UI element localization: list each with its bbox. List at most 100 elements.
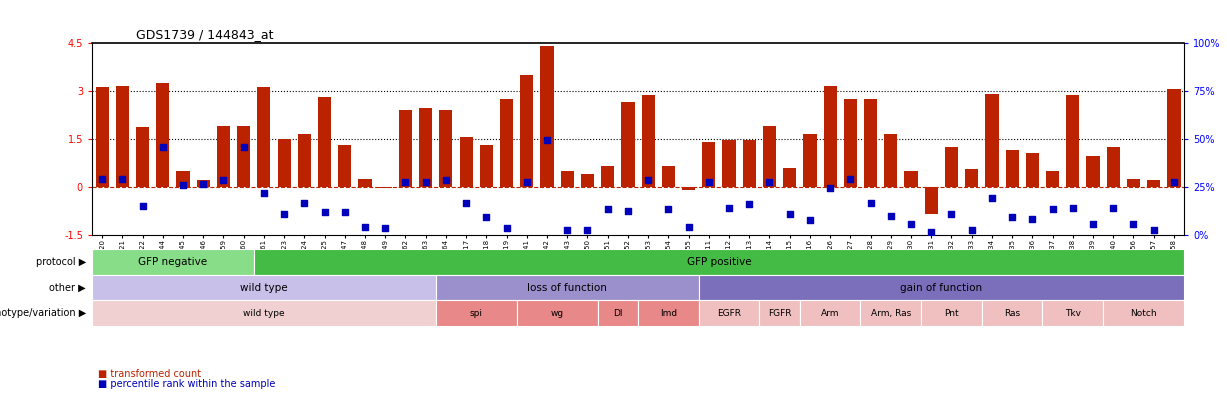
Bar xyxy=(92,275,436,301)
Bar xyxy=(358,179,372,187)
Point xyxy=(760,179,779,185)
Bar xyxy=(925,187,937,214)
Point xyxy=(497,225,517,232)
Point xyxy=(335,209,355,216)
Bar xyxy=(966,169,978,187)
Bar xyxy=(1006,150,1018,187)
Bar xyxy=(115,86,129,187)
Point xyxy=(740,201,760,208)
Point xyxy=(861,200,881,206)
Text: Arm: Arm xyxy=(821,309,839,318)
Bar xyxy=(136,128,150,187)
Point xyxy=(618,208,638,214)
Point xyxy=(941,211,961,217)
Text: Dl: Dl xyxy=(614,309,622,318)
Text: GFP negative: GFP negative xyxy=(139,257,207,267)
Bar xyxy=(945,147,958,187)
Point xyxy=(537,137,557,143)
Bar xyxy=(520,75,534,187)
Point xyxy=(315,209,335,216)
Text: protocol ▶: protocol ▶ xyxy=(36,257,86,267)
Point xyxy=(355,224,374,230)
Bar xyxy=(540,46,553,187)
Bar xyxy=(1126,179,1140,187)
Bar xyxy=(436,301,517,326)
Point xyxy=(821,185,840,192)
Bar xyxy=(318,97,331,187)
Bar xyxy=(985,94,999,187)
Point xyxy=(456,200,476,206)
Text: GDS1739 / 144843_at: GDS1739 / 144843_at xyxy=(136,28,274,41)
Bar xyxy=(298,134,310,187)
Bar xyxy=(254,249,1184,275)
Point xyxy=(578,227,598,233)
Text: Pnt: Pnt xyxy=(945,309,958,318)
Bar xyxy=(1167,89,1180,187)
Bar xyxy=(661,166,675,187)
Text: ■ percentile rank within the sample: ■ percentile rank within the sample xyxy=(98,379,276,389)
Point xyxy=(153,143,173,150)
Point xyxy=(113,175,133,182)
Bar xyxy=(783,168,796,187)
Bar xyxy=(702,142,715,187)
Point xyxy=(780,211,800,217)
Point xyxy=(1043,206,1063,213)
Bar xyxy=(860,301,921,326)
Bar xyxy=(904,171,918,187)
Point xyxy=(92,175,112,182)
Bar xyxy=(760,301,800,326)
Bar xyxy=(460,137,472,187)
Point xyxy=(194,180,213,187)
Point xyxy=(800,217,820,224)
Bar xyxy=(1043,301,1103,326)
Text: loss of function: loss of function xyxy=(528,283,607,292)
Point xyxy=(1063,205,1082,211)
Text: Imd: Imd xyxy=(660,309,677,318)
Bar xyxy=(501,99,513,187)
Point xyxy=(294,200,314,206)
Text: Arm, Ras: Arm, Ras xyxy=(871,309,910,318)
Bar xyxy=(742,140,756,187)
Point xyxy=(375,225,395,232)
Point xyxy=(133,203,152,209)
Point xyxy=(1103,205,1123,211)
Bar xyxy=(156,83,169,187)
Text: EGFR: EGFR xyxy=(717,309,741,318)
Text: Tkv: Tkv xyxy=(1065,309,1081,318)
Text: wild type: wild type xyxy=(243,309,285,318)
Text: wild type: wild type xyxy=(240,283,287,292)
Bar xyxy=(844,99,856,187)
Point xyxy=(1022,215,1042,222)
Text: spi: spi xyxy=(470,309,482,318)
Point xyxy=(395,179,415,185)
Bar xyxy=(982,301,1043,326)
Bar xyxy=(1107,147,1120,187)
Bar xyxy=(1103,301,1184,326)
Point xyxy=(699,179,719,185)
Text: FGFR: FGFR xyxy=(768,309,791,318)
Bar xyxy=(96,87,109,187)
Point xyxy=(1002,214,1022,220)
Bar xyxy=(698,301,760,326)
Point xyxy=(638,177,658,183)
Bar xyxy=(339,145,351,187)
Bar xyxy=(800,301,860,326)
Bar xyxy=(621,102,634,187)
Bar xyxy=(598,301,638,326)
Point xyxy=(254,190,274,196)
Bar xyxy=(642,96,655,187)
Bar xyxy=(1066,96,1080,187)
Bar xyxy=(196,180,210,187)
Point xyxy=(416,179,436,185)
Point xyxy=(840,175,860,182)
Bar xyxy=(177,171,190,187)
Point xyxy=(476,214,496,220)
Bar xyxy=(237,126,250,187)
Bar xyxy=(823,86,837,187)
Bar xyxy=(436,275,698,301)
Bar xyxy=(763,126,775,187)
Bar xyxy=(1026,153,1039,187)
Text: other ▶: other ▶ xyxy=(49,283,86,292)
Text: wg: wg xyxy=(551,309,563,318)
Text: GFP positive: GFP positive xyxy=(687,257,751,267)
